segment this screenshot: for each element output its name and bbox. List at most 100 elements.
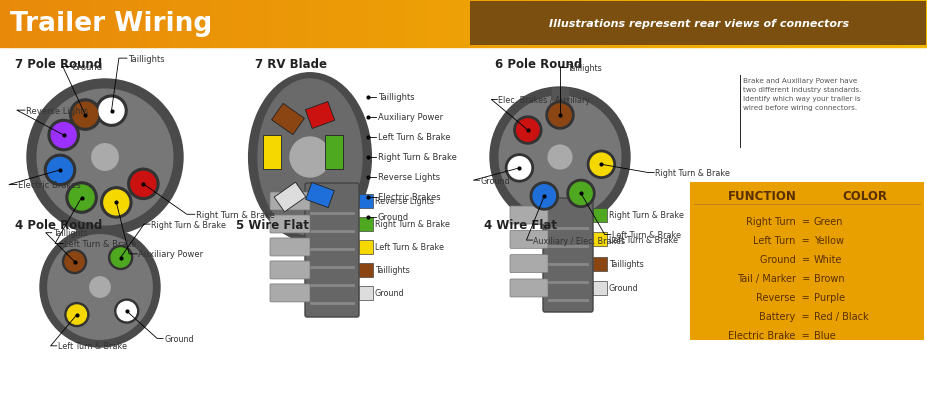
Bar bbox=[337, 0, 340, 48]
Circle shape bbox=[101, 188, 132, 218]
Circle shape bbox=[499, 97, 620, 218]
Text: Taillights: Taillights bbox=[53, 229, 87, 238]
Bar bbox=[735, 0, 739, 48]
Text: Blue: Blue bbox=[813, 330, 835, 340]
Text: Elec. Brakes / Auxiliary: Elec. Brakes / Auxiliary bbox=[498, 96, 590, 104]
Text: Ground: Ground bbox=[375, 289, 404, 298]
Bar bbox=[553, 0, 556, 48]
Bar bbox=[74, 0, 77, 48]
FancyBboxPatch shape bbox=[510, 207, 548, 224]
Text: Right Turn & Brake: Right Turn & Brake bbox=[151, 220, 225, 229]
Bar bbox=[99, 0, 102, 48]
Circle shape bbox=[37, 90, 172, 225]
Circle shape bbox=[111, 248, 130, 267]
Bar bbox=[343, 0, 346, 48]
Bar bbox=[918, 0, 921, 48]
Bar bbox=[253, 0, 257, 48]
Bar bbox=[58, 0, 62, 48]
Text: Left Turn & Brake: Left Turn & Brake bbox=[64, 239, 136, 248]
Text: Ground: Ground bbox=[480, 176, 510, 185]
Bar bbox=[68, 0, 71, 48]
FancyBboxPatch shape bbox=[273, 183, 306, 212]
Bar bbox=[714, 0, 717, 48]
Circle shape bbox=[514, 117, 541, 145]
Bar bbox=[711, 0, 714, 48]
Bar bbox=[248, 0, 250, 48]
Bar bbox=[621, 0, 624, 48]
Text: Taillights: Taillights bbox=[377, 93, 414, 102]
Text: 5 Wire Flat: 5 Wire Flat bbox=[235, 219, 309, 232]
Bar bbox=[646, 0, 649, 48]
Bar bbox=[679, 0, 683, 48]
Bar bbox=[522, 0, 526, 48]
Bar bbox=[362, 0, 364, 48]
Bar bbox=[751, 0, 754, 48]
Text: Brown: Brown bbox=[813, 273, 844, 283]
Circle shape bbox=[27, 80, 183, 235]
Bar bbox=[915, 0, 918, 48]
Bar bbox=[883, 0, 887, 48]
Bar bbox=[359, 194, 373, 209]
Bar bbox=[250, 0, 253, 48]
Bar bbox=[565, 0, 568, 48]
Bar bbox=[207, 0, 210, 48]
Bar bbox=[19, 0, 21, 48]
Bar bbox=[260, 0, 262, 48]
Ellipse shape bbox=[248, 74, 371, 242]
Bar bbox=[192, 0, 195, 48]
Circle shape bbox=[115, 299, 139, 323]
Bar bbox=[34, 0, 37, 48]
Text: 7 RV Blade: 7 RV Blade bbox=[255, 58, 326, 70]
Bar bbox=[469, 2, 925, 46]
Bar bbox=[587, 0, 590, 48]
FancyBboxPatch shape bbox=[510, 231, 548, 249]
Bar bbox=[387, 0, 389, 48]
Bar bbox=[850, 0, 853, 48]
Text: Auxiliary Power: Auxiliary Power bbox=[377, 113, 443, 122]
Bar bbox=[322, 0, 324, 48]
Text: Left Turn & Brake: Left Turn & Brake bbox=[608, 235, 678, 244]
Bar bbox=[689, 0, 692, 48]
Bar bbox=[160, 0, 164, 48]
Bar bbox=[9, 0, 12, 48]
Bar bbox=[457, 0, 461, 48]
Bar bbox=[405, 0, 408, 48]
Bar bbox=[464, 0, 466, 48]
Circle shape bbox=[47, 158, 72, 183]
Bar bbox=[578, 0, 581, 48]
Bar bbox=[408, 0, 411, 48]
Bar bbox=[692, 0, 695, 48]
Bar bbox=[40, 0, 44, 48]
FancyBboxPatch shape bbox=[305, 102, 335, 129]
Circle shape bbox=[66, 183, 97, 213]
Bar bbox=[707, 0, 711, 48]
Bar bbox=[862, 0, 865, 48]
Bar bbox=[859, 0, 862, 48]
Bar bbox=[806, 0, 809, 48]
Ellipse shape bbox=[258, 80, 362, 235]
Bar bbox=[95, 0, 99, 48]
Bar bbox=[173, 0, 176, 48]
Bar bbox=[281, 0, 285, 48]
Bar bbox=[417, 0, 420, 48]
Bar bbox=[170, 0, 173, 48]
Circle shape bbox=[67, 305, 86, 324]
Bar bbox=[550, 0, 553, 48]
Bar bbox=[31, 0, 34, 48]
Circle shape bbox=[545, 102, 574, 130]
Bar bbox=[788, 0, 791, 48]
Bar bbox=[81, 0, 83, 48]
Bar bbox=[908, 0, 911, 48]
Text: Electric Brakes: Electric Brakes bbox=[377, 193, 440, 202]
Bar bbox=[640, 0, 642, 48]
Text: Reverse  =: Reverse = bbox=[756, 292, 809, 302]
Bar bbox=[628, 0, 630, 48]
Bar bbox=[442, 0, 445, 48]
Circle shape bbox=[104, 190, 129, 215]
Bar bbox=[158, 0, 160, 48]
Bar bbox=[429, 0, 433, 48]
Bar bbox=[473, 0, 476, 48]
Bar bbox=[359, 217, 373, 231]
FancyBboxPatch shape bbox=[324, 136, 343, 170]
Circle shape bbox=[99, 99, 124, 124]
